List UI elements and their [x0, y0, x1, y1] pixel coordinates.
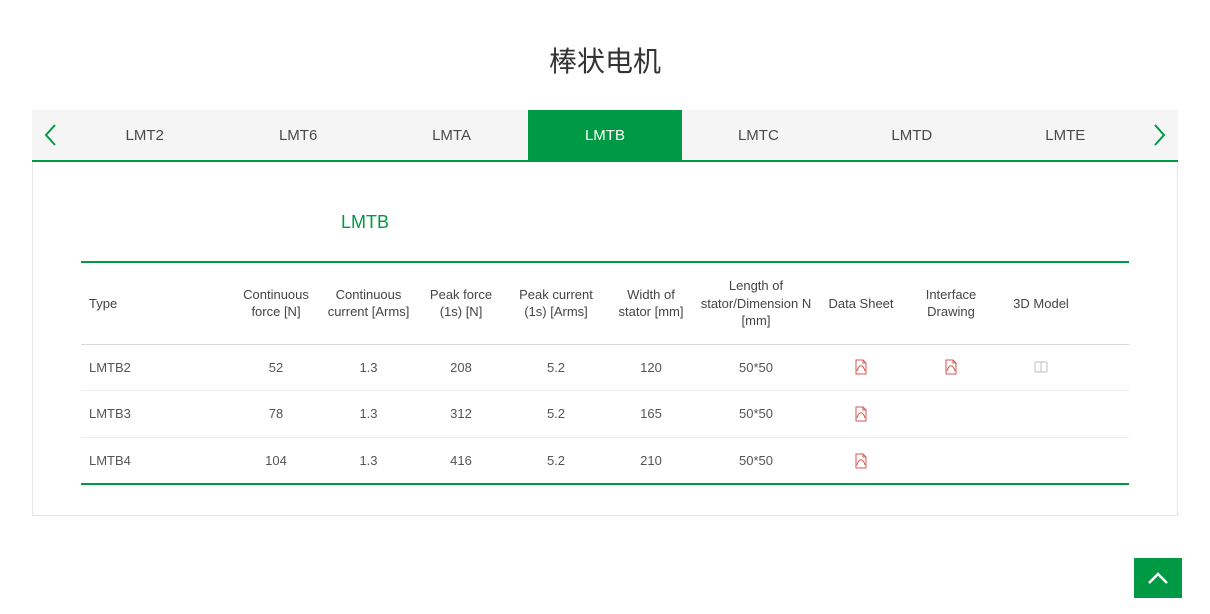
cell-data-sheet[interactable] [816, 391, 906, 437]
cell-3d-model [996, 391, 1086, 437]
cell-length-stator: 50*50 [696, 438, 816, 484]
cell-length-stator: 50*50 [696, 391, 816, 437]
cell-peak-current: 5.2 [506, 438, 606, 484]
tab-prev-arrow[interactable] [32, 110, 68, 160]
col-header-continuous-force: Continuous force [N] [231, 263, 321, 344]
cell-3d-model[interactable] [996, 345, 1086, 391]
col-header-3d-model: 3D Model [996, 263, 1086, 344]
back-to-top-button[interactable] [1134, 558, 1182, 598]
chevron-up-icon [1147, 571, 1169, 585]
cell-peak-force: 416 [416, 438, 506, 484]
cell-type: LMTB2 [81, 345, 231, 391]
pdf-icon [854, 406, 868, 422]
cell-interface-drawing[interactable] [906, 345, 996, 391]
table-row: LMTB41041.34165.221050*50 [81, 438, 1129, 484]
tab-lmt6[interactable]: LMT6 [221, 110, 374, 160]
table-row: LMTB3781.33125.216550*50 [81, 391, 1129, 438]
tab-lmta[interactable]: LMTA [375, 110, 528, 160]
col-header-type: Type [81, 263, 231, 344]
cell-continuous-current: 1.3 [321, 438, 416, 484]
cell-width-stator: 210 [606, 438, 696, 484]
cell-width-stator: 120 [606, 345, 696, 391]
cell-data-sheet[interactable] [816, 438, 906, 484]
tab-lmt2[interactable]: LMT2 [68, 110, 221, 160]
cell-interface-drawing [906, 391, 996, 437]
cell-interface-drawing [906, 438, 996, 484]
col-header-width-stator: Width of stator [mm] [606, 263, 696, 344]
tab-lmtc[interactable]: LMTC [682, 110, 835, 160]
col-header-data-sheet: Data Sheet [816, 263, 906, 344]
cell-type: LMTB3 [81, 391, 231, 437]
cell-continuous-force: 104 [231, 438, 321, 484]
cell-continuous-current: 1.3 [321, 391, 416, 437]
cell-continuous-force: 78 [231, 391, 321, 437]
pdf-icon [944, 359, 958, 375]
table-title: LMTB [341, 212, 1129, 233]
cell-width-stator: 165 [606, 391, 696, 437]
cell-3d-model [996, 438, 1086, 484]
spec-table: Type Continuous force [N] Continuous cur… [81, 261, 1129, 485]
cell-type: LMTB4 [81, 438, 231, 484]
page-title: 棒状电机 [0, 0, 1210, 110]
tab-lmtd[interactable]: LMTD [835, 110, 988, 160]
col-header-interface-drawing: Interface Drawing [906, 263, 996, 344]
table-header: Type Continuous force [N] Continuous cur… [81, 263, 1129, 345]
tab-bar: LMT2LMT6LMTALMTBLMTCLMTDLMTE [32, 110, 1178, 162]
tab-lmtb[interactable]: LMTB [528, 110, 681, 160]
cell-peak-force: 312 [416, 391, 506, 437]
tab-next-arrow[interactable] [1142, 110, 1178, 160]
cell-length-stator: 50*50 [696, 345, 816, 391]
table-row: LMTB2521.32085.212050*50 [81, 345, 1129, 392]
tab-lmte[interactable]: LMTE [989, 110, 1142, 160]
col-header-peak-current: Peak current (1s) [Arms] [506, 263, 606, 344]
cell-peak-current: 5.2 [506, 391, 606, 437]
cell-peak-current: 5.2 [506, 345, 606, 391]
col-header-peak-force: Peak force (1s) [N] [416, 263, 506, 344]
cell-peak-force: 208 [416, 345, 506, 391]
cell-continuous-force: 52 [231, 345, 321, 391]
file-icon [1034, 360, 1048, 374]
pdf-icon [854, 359, 868, 375]
cell-continuous-current: 1.3 [321, 345, 416, 391]
pdf-icon [854, 453, 868, 469]
col-header-length-stator: Length of stator/Dimension N [mm] [696, 263, 816, 344]
col-header-continuous-current: Continuous current [Arms] [321, 263, 416, 344]
chevron-right-icon [1153, 123, 1167, 147]
chevron-left-icon [43, 123, 57, 147]
content-panel: LMTB Type Continuous force [N] Continuou… [32, 162, 1178, 516]
cell-data-sheet[interactable] [816, 345, 906, 391]
